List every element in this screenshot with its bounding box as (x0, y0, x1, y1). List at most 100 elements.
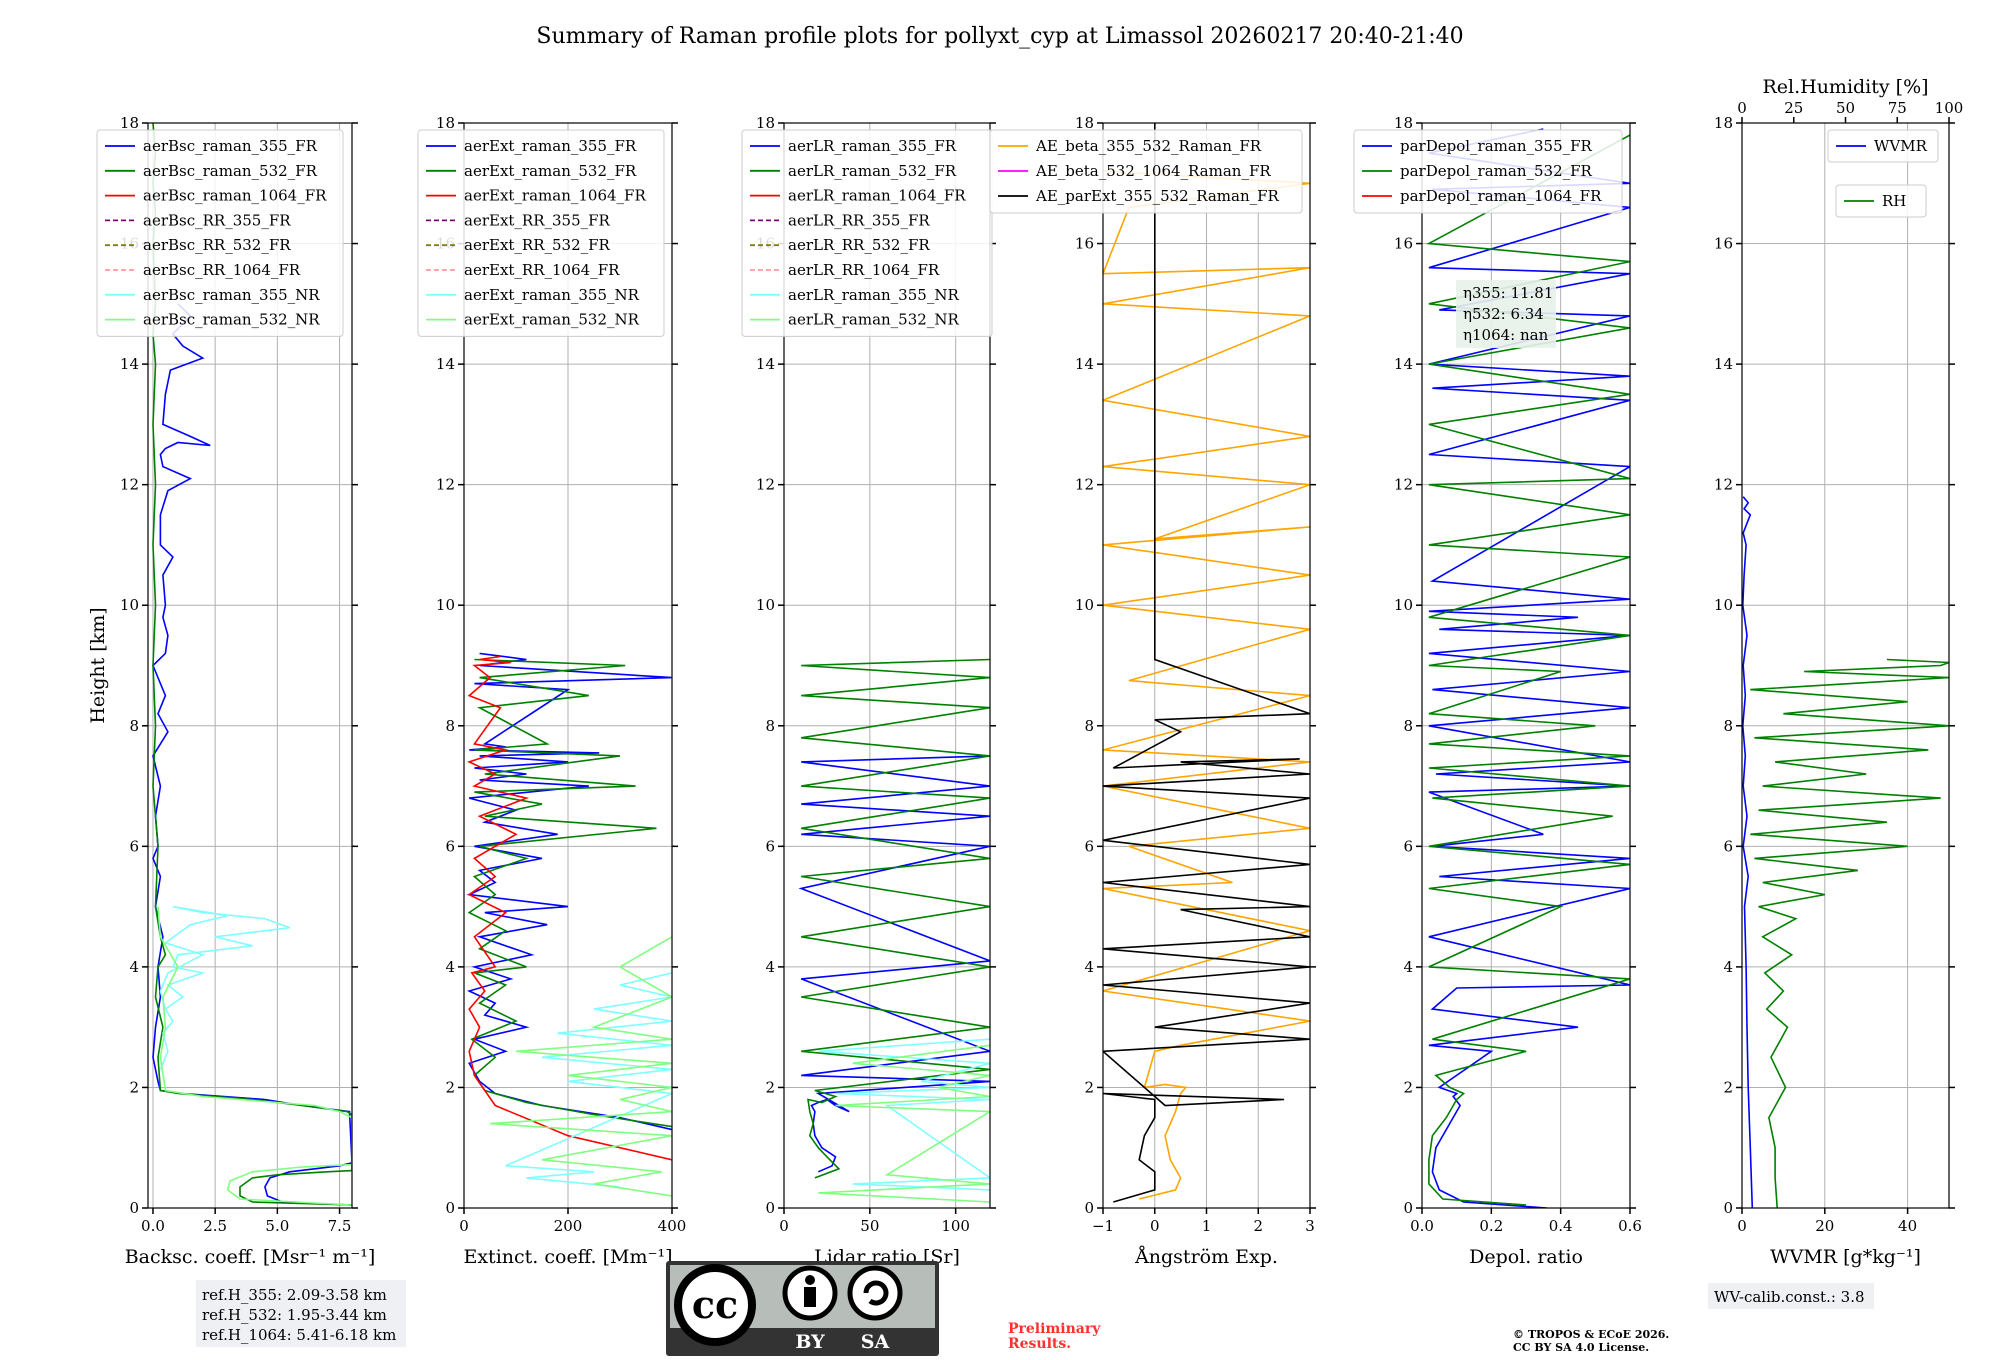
legend-label: aerBsc_raman_1064_FR (143, 187, 327, 205)
y-tick-label: 8 (765, 717, 775, 735)
legend-label: aerBsc_raman_355_FR (143, 137, 318, 155)
legend-box (1835, 184, 1927, 218)
y-tick-label: 14 (756, 355, 775, 373)
y-tick-label: 6 (765, 837, 775, 855)
legend-label: aerLR_raman_1064_FR (788, 187, 966, 205)
x-tick-label: 400 (658, 1217, 687, 1235)
attribution-head (805, 1275, 815, 1285)
y-tick-label: 12 (120, 476, 139, 494)
series-aerLR_raman_532_FR (801, 658, 990, 1179)
y-tick-label: 10 (1714, 596, 1733, 614)
legend-label: AE_parExt_355_532_Raman_FR (1035, 187, 1280, 205)
legend-label: aerLR_RR_355_FR (788, 211, 930, 229)
y-tick-label: 12 (436, 476, 455, 494)
y-tick-label: 8 (1403, 717, 1413, 735)
x-tick-label: 0 (779, 1217, 789, 1235)
y-tick-label: 12 (1394, 476, 1413, 494)
y-tick-label: 0 (1084, 1199, 1094, 1217)
depol-legend: parDepol_raman_355_FR parDepol_raman_532_… (1353, 129, 1623, 214)
series-aerExt_raman_355_FR (466, 652, 672, 1131)
x-tick-label: 0.4 (1549, 1217, 1573, 1235)
y-tick-label: 2 (765, 1078, 775, 1096)
x-tick-label: 0 (1737, 1217, 1747, 1235)
y-tick-label: 2 (1403, 1078, 1413, 1096)
ae-legend: AE_beta_355_532_Raman_FR AE_beta_532_1064… (989, 129, 1303, 214)
bsc-x-axis-label: Backsc. coeff. [Msr⁻¹ m⁻¹] (125, 1246, 376, 1268)
series-AE_parExt_355_532_Raman_FR (1103, 123, 1310, 1203)
eta-box-bg (1456, 280, 1556, 348)
series-aerBsc_raman_355_FR (152, 303, 352, 1206)
series-aerBsc_raman_532_NR (157, 906, 352, 1206)
legend-label: aerLR_RR_1064_FR (788, 261, 940, 279)
y-tick-label: 12 (1714, 476, 1733, 494)
y-tick-label: 16 (1394, 235, 1413, 253)
x-tick-label: 40 (1898, 1217, 1917, 1235)
x-tick-label: 5.0 (265, 1217, 289, 1235)
legend-label: aerBsc_RR_355_FR (143, 211, 291, 229)
attribution-body (804, 1287, 816, 1307)
license-sa-label: SA (861, 1331, 890, 1353)
y-tick-label: 18 (1714, 114, 1733, 132)
y-tick-label: 10 (1394, 596, 1413, 614)
y-tick-label: 4 (445, 958, 455, 976)
legend-label: AE_beta_355_532_Raman_FR (1035, 137, 1262, 155)
legend-label: aerBsc_RR_532_FR (143, 236, 291, 254)
x-tick-label: 2 (1253, 1217, 1263, 1235)
legend-label: aerExt_raman_532_NR (464, 311, 640, 329)
x-tick-label: 0.0 (141, 1217, 165, 1235)
series-WVMR (1742, 496, 1754, 1208)
wv-axes-frame (1741, 122, 1950, 1209)
y-tick-label: 16 (1714, 235, 1733, 253)
legend-label: WVMR (1874, 137, 1928, 155)
y-tick-label: 8 (1084, 717, 1094, 735)
y-tick-label: 0 (1723, 1199, 1733, 1217)
y-tick-label: 0 (1403, 1199, 1413, 1217)
y-axis-label: Height [km] (87, 607, 109, 723)
share-alike-arrow-icon (863, 1280, 889, 1306)
legend-label: aerExt_RR_1064_FR (464, 261, 620, 279)
legend-label: parDepol_raman_532_FR (1400, 162, 1593, 180)
ext-panel: 0246810121416180200400Extinct. coeff. [M… (417, 114, 687, 1268)
series-AE_beta_355_532_Raman_FR (1103, 170, 1310, 1200)
legend-box (989, 129, 1303, 214)
eta-box: η355: 11.81 η532: 6.34 η1064: nan (1456, 280, 1556, 348)
reference-height-box: ref.H_355: 2.09-3.58 km ref.H_532: 1.95-… (196, 1280, 406, 1347)
legend-label: aerLR_raman_532_FR (788, 162, 957, 180)
legend-label: aerBsc_RR_1064_FR (143, 261, 301, 279)
series-RH (1750, 658, 1949, 1208)
y-tick-label: 0 (129, 1199, 139, 1217)
legend-label: parDepol_raman_1064_FR (1400, 187, 1602, 205)
legend-label: parDepol_raman_355_FR (1400, 137, 1593, 155)
legend-label: aerExt_RR_532_FR (464, 236, 611, 254)
depol-x-axis-label: Depol. ratio (1469, 1246, 1583, 1268)
x-tick-label: 20 (1815, 1217, 1834, 1235)
y-tick-label: 14 (436, 355, 455, 373)
y-tick-label: 10 (120, 596, 139, 614)
y-tick-label: 6 (1723, 837, 1733, 855)
cc-logo-text: cc (692, 1282, 738, 1327)
series-aerExt_raman_355_NR (505, 972, 672, 1188)
eta-line-0: η355: 11.81 (1463, 284, 1553, 302)
x-tick-label: 0.6 (1618, 1217, 1642, 1235)
legend-label: aerExt_raman_355_FR (464, 137, 637, 155)
x-tick-label: 0 (1150, 1217, 1160, 1235)
y-tick-label: 4 (1084, 958, 1094, 976)
rh-axis-label: Rel.Humidity [%] (1762, 76, 1928, 98)
series-aerLR_raman_532_NR (818, 1044, 990, 1203)
top-x-tick-label: 100 (1935, 99, 1964, 117)
y-tick-label: 6 (129, 837, 139, 855)
share-alike-icon (847, 1265, 903, 1321)
series-aerExt_raman_532_FR (467, 658, 672, 1128)
y-tick-label: 10 (436, 596, 455, 614)
bsc-axes-frame (147, 122, 353, 1209)
x-tick-label: 2.5 (203, 1217, 227, 1235)
series-aerLR_raman_355_FR (798, 755, 990, 1173)
wv-x-axis-label: WVMR [g*kg⁻¹] (1770, 1246, 1921, 1268)
ext-legend: aerExt_raman_355_FR aerExt_raman_532_FRae… (417, 129, 665, 337)
wv-legend: WVMR RH (1827, 129, 1939, 218)
copyright-line-2: CC BY SA 4.0 License. (1513, 1341, 1649, 1354)
series-aerExt_raman_1064_FR (467, 655, 672, 1161)
y-tick-label: 18 (756, 114, 775, 132)
